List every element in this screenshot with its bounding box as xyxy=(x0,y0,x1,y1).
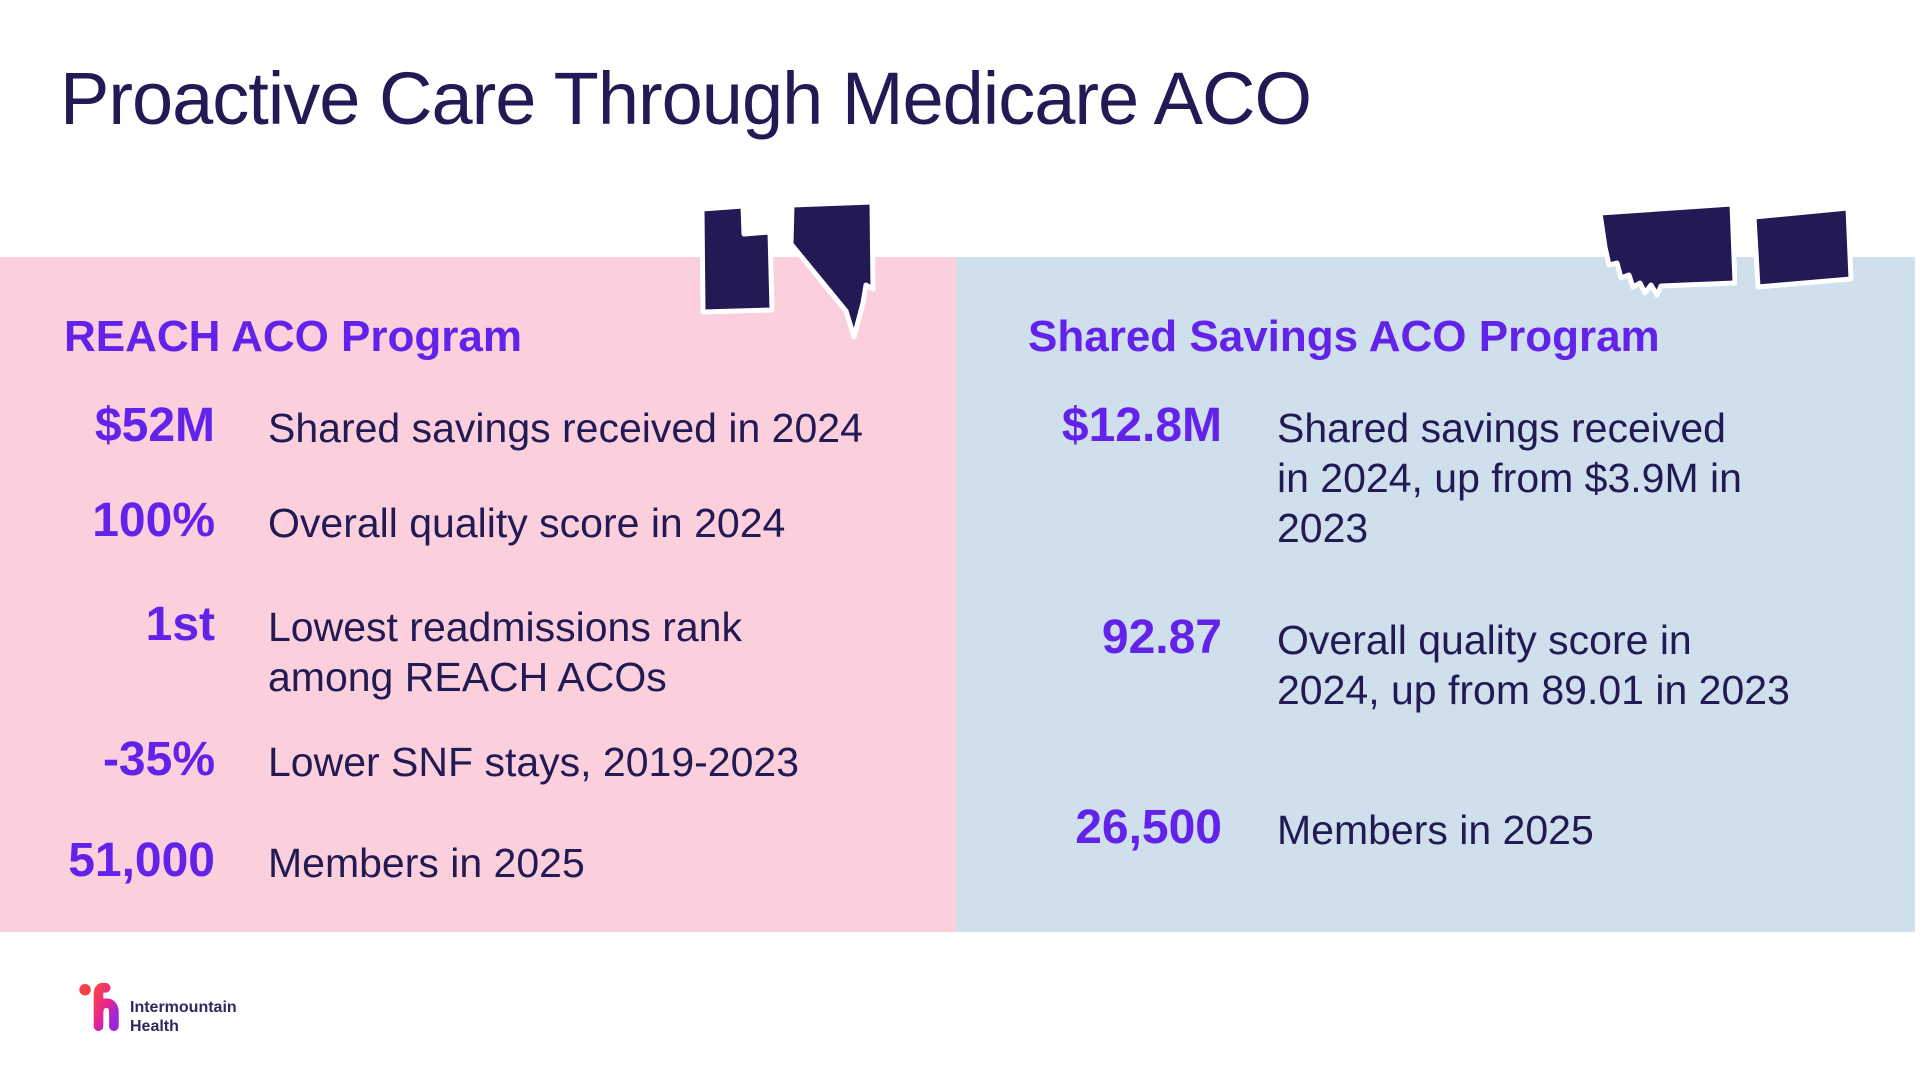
stat-value: $52M xyxy=(94,399,215,452)
stat-label-line: Shared savings received in 2024 xyxy=(268,405,863,451)
stat-value: 51,000 xyxy=(68,834,215,887)
stat-label: Shared savings received in 2024 xyxy=(268,400,863,453)
utah-state-icon xyxy=(699,203,775,315)
stat-label: Shared savings received in 2024, up from… xyxy=(1277,400,1742,553)
stat-label-line: in 2024, up from $3.9M in xyxy=(1277,455,1742,501)
stat-label: Overall quality score in 2024 xyxy=(268,495,785,548)
stat-label: Lowest readmissions rank among REACH ACO… xyxy=(268,599,742,702)
stat-value: 26,500 xyxy=(1075,801,1222,854)
intermountain-health-logo: Intermountain Health xyxy=(77,983,237,1036)
stat-label-line: among REACH ACOs xyxy=(268,654,667,700)
reach-panel xyxy=(0,257,956,932)
stat-label-line: Overall quality score in 2024 xyxy=(268,500,786,546)
stat-value: $12.8M xyxy=(1061,399,1222,452)
stat-label-line: Members in 2025 xyxy=(1277,807,1594,853)
stat-label: Overall quality score in 2024, up from 8… xyxy=(1277,612,1790,715)
stat-label: Members in 2025 xyxy=(1277,802,1594,855)
logo-line-2: Health xyxy=(130,1018,179,1035)
ih-monogram-icon xyxy=(79,983,119,1032)
page-title: Proactive Care Through Medicare ACO xyxy=(60,57,1312,140)
stat-row: -35% Lower SNF stays, 2019-2023 xyxy=(0,734,799,787)
stat-label-line: Overall quality score in xyxy=(1277,617,1692,663)
stat-row: $52M Shared savings received in 2024 xyxy=(0,400,863,453)
stat-label-line: Members in 2025 xyxy=(268,840,585,886)
stat-row: 100% Overall quality score in 2024 xyxy=(0,495,785,548)
stat-value: 92.87 xyxy=(1101,611,1222,664)
stat-row: $12.8M Shared savings received in 2024, … xyxy=(0,400,1742,553)
stat-row: 92.87 Overall quality score in 2024, up … xyxy=(0,612,1790,715)
stat-label-line: Lowest readmissions rank xyxy=(268,604,742,650)
stat-label-line: 2023 xyxy=(1277,505,1369,551)
logo-line-1: Intermountain xyxy=(130,999,237,1016)
shared-savings-heading: Shared Savings ACO Program xyxy=(1028,312,1660,361)
reach-heading: REACH ACO Program xyxy=(64,312,522,361)
stat-label: Lower SNF stays, 2019-2023 xyxy=(268,734,799,787)
stat-row: 1st Lowest readmissions rank among REACH… xyxy=(0,599,742,702)
stat-label-line: Lower SNF stays, 2019-2023 xyxy=(268,739,799,785)
stat-value: -35% xyxy=(102,733,215,786)
stat-label: Members in 2025 xyxy=(268,835,585,888)
stat-row: 51,000 Members in 2025 xyxy=(0,835,585,888)
stat-label-line: Shared savings received xyxy=(1277,405,1726,451)
logo-wordmark: Intermountain Health xyxy=(130,983,237,1036)
stat-value: 1st xyxy=(145,598,215,651)
wyoming-state-icon xyxy=(1751,205,1854,290)
stat-label-line: 2024, up from 89.01 in 2023 xyxy=(1277,667,1790,713)
stat-value: 100% xyxy=(92,494,215,547)
stat-row: 26,500 Members in 2025 xyxy=(0,802,1594,855)
nevada-state-icon xyxy=(788,199,876,340)
shared-savings-panel xyxy=(956,257,1915,932)
montana-state-icon xyxy=(1597,201,1737,298)
